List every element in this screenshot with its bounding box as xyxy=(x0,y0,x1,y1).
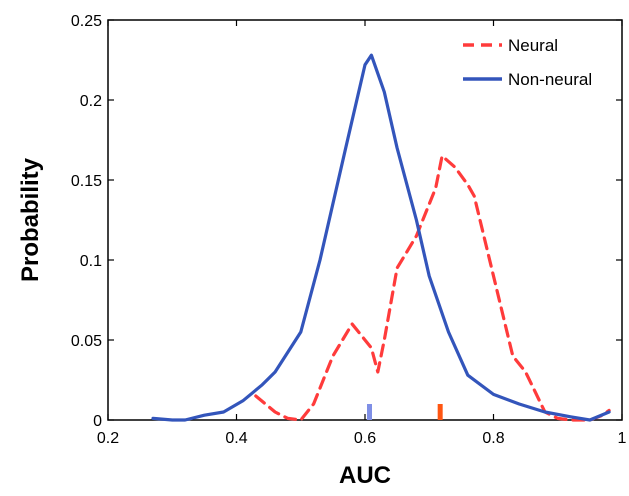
median-marker-neural xyxy=(437,404,443,420)
x-axis-title: AUC xyxy=(339,462,391,489)
y-tick-label: 0.15 xyxy=(71,173,102,190)
marker-layer xyxy=(366,404,443,420)
x-axis-ticks: 0.2 0.4 0.6 0.8 1 xyxy=(97,20,627,447)
series-layer xyxy=(151,53,611,422)
y-tick-label: 0.2 xyxy=(80,93,102,110)
y-axis-ticks: 0 0.05 0.1 0.15 0.2 0.25 xyxy=(71,13,622,430)
legend-label-neural: Neural xyxy=(508,36,558,55)
series-line-neural xyxy=(254,154,611,422)
legend-box xyxy=(456,28,616,98)
y-tick-label: 0.1 xyxy=(80,253,102,270)
x-tick-label: 0.8 xyxy=(482,430,504,447)
legend-label-non-neural: Non-neural xyxy=(508,70,592,89)
y-tick-label: 0.05 xyxy=(71,333,102,350)
median-marker-non-neural xyxy=(366,404,372,420)
series-line-non-neural xyxy=(151,53,611,422)
x-tick-label: 1 xyxy=(618,430,627,447)
legend: Neural Non-neural xyxy=(456,28,616,98)
y-tick-label: 0 xyxy=(93,413,102,430)
x-tick-label: 0.6 xyxy=(354,430,376,447)
y-tick-label: 0.25 xyxy=(71,13,102,30)
x-tick-label: 0.4 xyxy=(225,430,247,447)
x-tick-label: 0.2 xyxy=(97,430,119,447)
y-axis-title: Probability xyxy=(17,157,44,282)
